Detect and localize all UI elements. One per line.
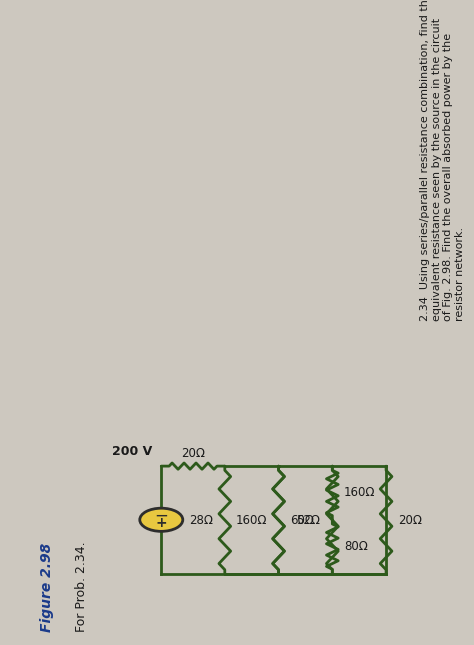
Text: 80Ω: 80Ω <box>344 540 368 553</box>
Text: 160Ω: 160Ω <box>235 513 267 526</box>
Text: 20Ω: 20Ω <box>181 447 205 460</box>
Text: For Prob. 2.34.: For Prob. 2.34. <box>75 541 88 632</box>
Text: 28Ω: 28Ω <box>189 513 213 526</box>
Text: 200 V: 200 V <box>112 445 152 458</box>
Text: 60Ω: 60Ω <box>290 513 314 526</box>
Text: 2.34  Using series/parallel resistance combination, find the
equivalent resistan: 2.34 Using series/parallel resistance co… <box>420 0 465 321</box>
Text: +: + <box>155 517 167 530</box>
Text: Figure 2.98: Figure 2.98 <box>40 542 54 632</box>
Text: −: − <box>155 507 168 525</box>
Text: 20Ω: 20Ω <box>398 513 422 526</box>
Circle shape <box>140 508 183 531</box>
Text: 160Ω: 160Ω <box>344 486 375 499</box>
Text: 52Ω: 52Ω <box>297 513 320 526</box>
